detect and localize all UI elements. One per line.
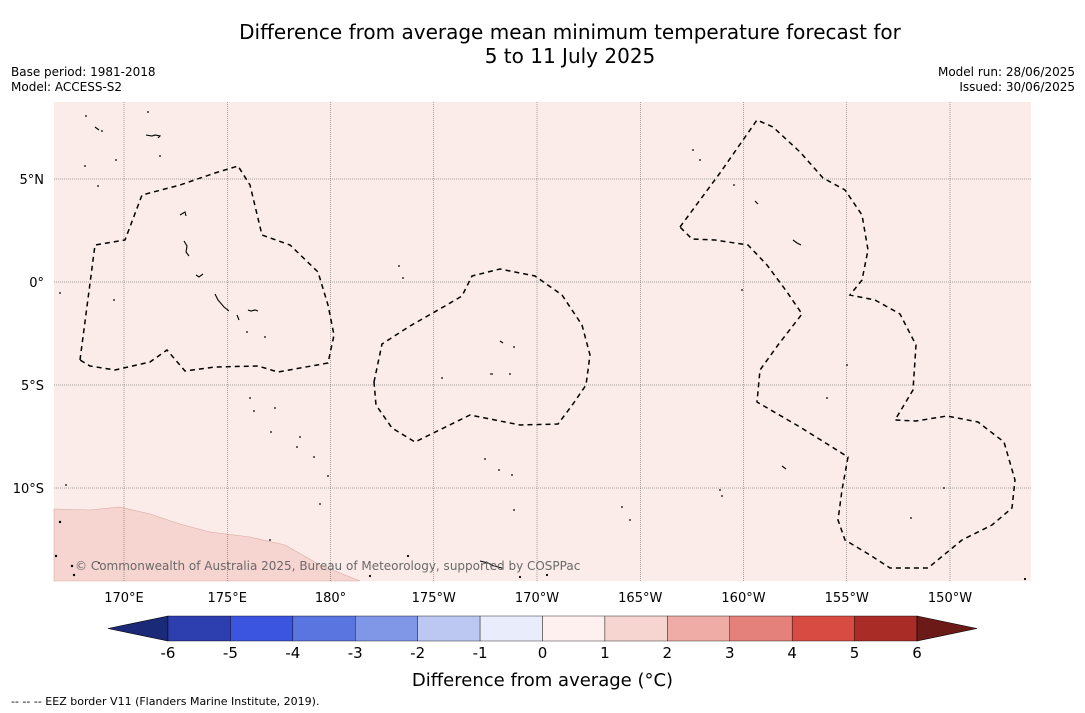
longitude-label: 175°E: [207, 591, 247, 606]
island: [179, 211, 187, 217]
island-dots: [54, 111, 1027, 581]
colorbar-bin: [542, 615, 606, 642]
eez-border-west: [79, 165, 335, 373]
colorbar-tick-label: 5: [850, 644, 860, 662]
colorbar-tick-label: -3: [348, 644, 363, 662]
longitude-label: 160°W: [721, 591, 765, 606]
warm-anomaly-region: [53, 506, 361, 582]
latitude-labels: 5°N 0° 5°S 10°S: [13, 173, 44, 497]
island: [236, 314, 240, 321]
latitude-label: 0°: [29, 276, 44, 291]
colorbar-tick-label: -4: [285, 644, 300, 662]
base-period: Base period: 1981-2018: [11, 65, 156, 79]
island: [479, 560, 503, 569]
island: [195, 273, 204, 278]
island: [183, 240, 190, 257]
eez-legend-note: -- -- -- EEZ border V11 (Flanders Marine…: [11, 695, 320, 708]
latitude-label: 5°S: [21, 379, 44, 394]
longitude-label: 150°W: [928, 591, 972, 606]
island: [247, 309, 259, 312]
islands: [94, 126, 802, 569]
title-line-1: Difference from average mean minimum tem…: [239, 20, 901, 44]
colorbar: -6 -5 -4 -3 -2 -1 0 1 2 3 4 5 6: [107, 615, 978, 662]
colorbar-bin: [604, 615, 668, 642]
colorbar-extend-low: [107, 615, 169, 642]
island: [214, 293, 230, 312]
longitude-label: 175°W: [412, 591, 456, 606]
colorbar-tick-label: 0: [538, 644, 548, 662]
island: [94, 126, 100, 131]
latitude-label: 5°N: [20, 173, 45, 188]
map-area: [54, 102, 1031, 581]
colorbar-bin: [854, 615, 918, 642]
island: [754, 200, 759, 205]
eez-border-east: [679, 119, 1016, 569]
colorbar-bin: [230, 615, 294, 642]
title-line-2: 5 to 11 July 2025: [484, 44, 656, 68]
colorbar-tick-label: -6: [161, 644, 176, 662]
colorbar-bin: [667, 615, 730, 642]
longitude-labels: 170°E 175°E 180° 175°W 170°W 165°W 160°W 155°W 1…: [104, 591, 972, 606]
colorbar-bin: [729, 615, 793, 642]
island: [792, 239, 802, 246]
model-run: Model run: 28/06/2025: [937, 65, 1075, 79]
eez-borders: [79, 119, 1016, 569]
longitude-label: 155°W: [825, 591, 869, 606]
colorbar-bin: [479, 615, 543, 642]
issued-date: Issued: 30/06/2025: [959, 80, 1075, 94]
colorbar-bin: [167, 615, 231, 642]
colorbar-extend-high: [916, 615, 978, 642]
longitude-label: 180°: [315, 591, 346, 606]
colorbar-bin: [791, 615, 855, 642]
meta-right: Model run: 28/06/2025 Issued: 30/06/2025: [938, 65, 1075, 95]
colorbar-tick-label: -2: [410, 644, 425, 662]
colorbar-tick-label: 3: [725, 644, 735, 662]
colorbar-tick-label: -1: [473, 644, 488, 662]
island: [781, 465, 787, 470]
meta-left: Base period: 1981-2018 Model: ACCESS-S2: [11, 65, 156, 95]
longitude-label: 165°W: [618, 591, 662, 606]
colorbar-bin: [355, 615, 418, 642]
colorbar-bin: [292, 615, 356, 642]
longitude-label: 170°W: [515, 591, 559, 606]
chart-title: Difference from average mean minimum tem…: [170, 20, 970, 68]
colorbar-tick-label: 4: [787, 644, 797, 662]
island: [145, 134, 162, 139]
model-name: Model: ACCESS-S2: [11, 80, 123, 94]
island: [499, 340, 504, 344]
colorbar-tick-label: -5: [223, 644, 238, 662]
colorbar-bin: [417, 615, 481, 642]
longitude-label: 170°E: [104, 591, 144, 606]
colorbar-label: Difference from average (°C): [411, 670, 674, 691]
latitude-label: 10°S: [13, 482, 44, 497]
copyright-text: © Commonwealth of Australia 2025, Bureau…: [75, 559, 580, 573]
colorbar-tick-label: 1: [600, 644, 610, 662]
colorbar-tick-label: 2: [663, 644, 673, 662]
colorbar-tick-label: 6: [912, 644, 922, 662]
